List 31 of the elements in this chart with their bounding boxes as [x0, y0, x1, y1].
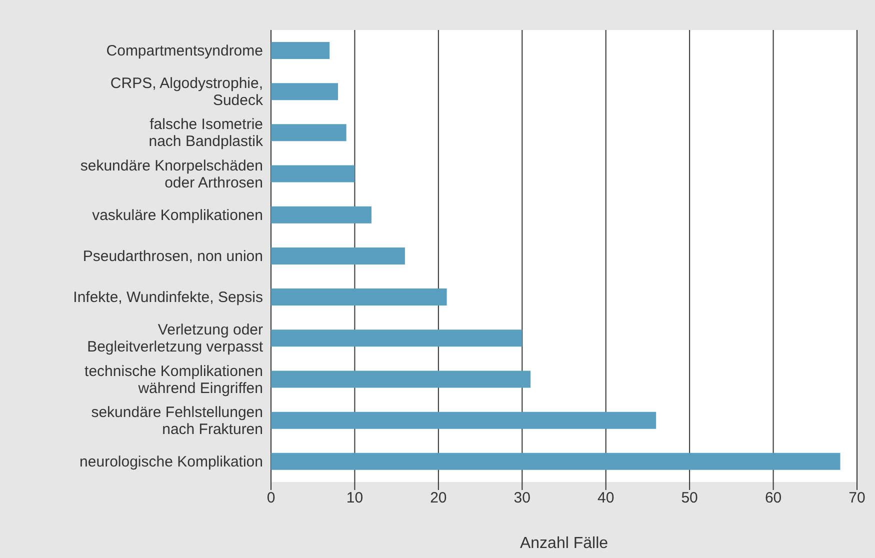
x-tick-label: 10 — [346, 490, 364, 507]
bar — [271, 83, 338, 100]
y-tick-label: vaskuläre Komplikationen — [92, 206, 263, 224]
y-tick-label: technische Komplikationen während Eingriffen — [84, 362, 263, 396]
bar — [271, 247, 405, 264]
bar — [271, 412, 656, 429]
bar — [271, 124, 346, 142]
x-tick-label: 40 — [598, 490, 614, 507]
bar — [271, 288, 447, 306]
bar — [271, 370, 531, 388]
y-tick-label: Verletzung oder Begleitverletzung verpasst — [87, 321, 264, 356]
y-tick-label: Pseudarthrosen, non union — [82, 248, 263, 264]
bar — [271, 330, 522, 347]
x-axis-title: Anzahl Fälle — [520, 535, 608, 552]
x-tick-label: 70 — [848, 490, 866, 507]
x-tick-label: 20 — [430, 490, 447, 507]
y-tick-label: sekundäre Knorpelschäden oder Arthrosen — [80, 156, 263, 191]
x-tick-label: 60 — [764, 490, 782, 507]
y-tick-label: Compartmentsyndrome — [106, 42, 263, 60]
x-tick-label: 30 — [514, 490, 530, 507]
y-tick-label: Infekte, Wundinfekte, Sepsis — [73, 288, 263, 306]
y-tick-label: CRPS, Algodystrophie, Sudeck — [110, 74, 264, 109]
bar — [271, 452, 840, 470]
y-tick-label: falsche Isometrie nach Bandplastik — [148, 116, 264, 150]
bar — [271, 42, 330, 59]
x-tick-label: 0 — [266, 490, 276, 507]
y-tick-label: neurologische Komplikation — [80, 452, 263, 470]
bar — [271, 165, 355, 182]
x-tick-label: 50 — [681, 490, 698, 507]
y-tick-label: sekundäre Fehlstellungen nach Frakturen — [91, 403, 263, 438]
bar — [271, 206, 372, 224]
